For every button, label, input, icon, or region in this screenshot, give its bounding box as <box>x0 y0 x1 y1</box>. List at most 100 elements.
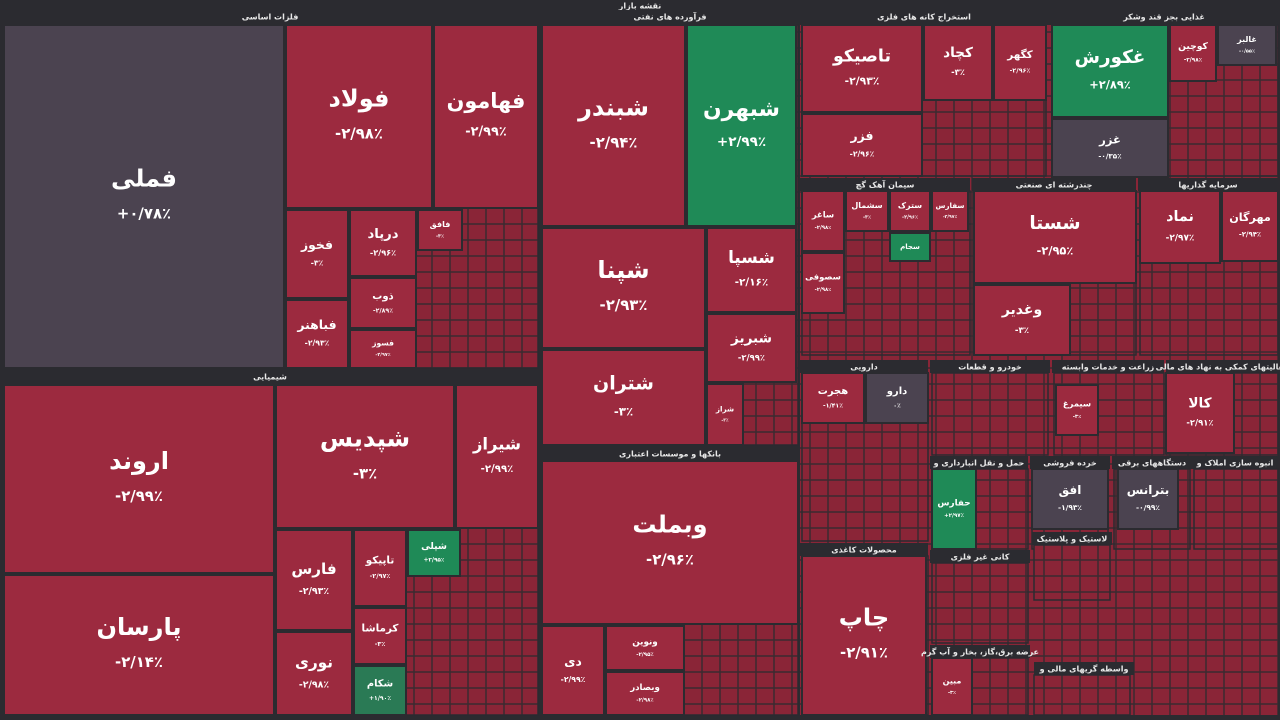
tile <box>541 460 799 625</box>
tile-name: غکورش <box>1075 47 1146 68</box>
tile-name: غزر <box>1098 132 1121 147</box>
tile <box>407 529 461 577</box>
tile-name: بترانس <box>1127 483 1169 497</box>
tile-change: -۳٪ <box>614 404 633 418</box>
sector-header <box>0 370 540 383</box>
tile-name: شیراز <box>472 435 521 454</box>
sector-title: سرمایه گذاریها <box>1178 180 1237 190</box>
tile <box>455 384 539 529</box>
tile-change: -۲/۹۷٪ <box>943 214 958 220</box>
tile-name: چاپ <box>839 604 889 632</box>
tile-change: -۲/۹۳٪ <box>305 338 330 347</box>
sector-title: استخراج کانه های فلزی <box>877 13 971 22</box>
tile-name: ساغر <box>811 210 834 221</box>
tile <box>1221 190 1279 262</box>
tile-name: شستا <box>1029 213 1080 234</box>
tile-change: -۲/۹۹٪ <box>481 464 514 475</box>
sector-header <box>1034 662 1134 675</box>
tile-name: حفارس <box>937 498 970 508</box>
tile-change: -۲/۹۹٪ <box>465 125 507 140</box>
tile-change: -۳٪ <box>436 234 444 240</box>
tile-name: تاپیکو <box>365 555 395 567</box>
tile-name: سترک <box>898 201 922 210</box>
sector-header <box>800 178 970 191</box>
tile-name: سصوفی <box>805 272 841 283</box>
sector-title: واسطه گریهای مالی و <box>1039 664 1129 674</box>
tile <box>1217 24 1277 66</box>
tile-change: -۲/۹۶٪ <box>646 551 694 569</box>
sector-header <box>800 360 928 373</box>
tile-name: مبین <box>943 676 962 685</box>
tile <box>353 665 407 716</box>
tile-name: اروند <box>109 447 169 475</box>
tile-name: شتران <box>593 373 654 395</box>
tile-name: فزر <box>850 128 874 143</box>
tile-name: شبهرن <box>703 97 780 122</box>
tile-change: -۲/۹۳٪ <box>600 296 648 314</box>
tile <box>801 190 845 252</box>
tile-name: کالا <box>1188 395 1211 411</box>
tile <box>1055 384 1099 436</box>
tile <box>349 209 417 277</box>
tile-name: فخوز <box>300 237 333 252</box>
tile <box>1169 24 1217 82</box>
tile-name: کوچین <box>1178 41 1208 52</box>
sector-header <box>1166 360 1278 373</box>
tile <box>1051 24 1169 118</box>
tile-change: -۲/۹۷٪ <box>370 572 391 580</box>
tile-name: شبریز <box>730 330 772 346</box>
sector-body <box>931 372 1049 456</box>
tile-name: غالبر <box>1236 35 1257 44</box>
sector-header <box>1138 178 1278 191</box>
tile <box>3 384 275 574</box>
sector-header <box>542 10 798 23</box>
tile <box>3 574 275 716</box>
tile-name: پارسان <box>97 613 182 641</box>
tile-change: -۲/۹۶٪ <box>1010 66 1031 74</box>
tile-name: کچاد <box>943 45 973 61</box>
tile-change: -۲/۱۴٪ <box>115 653 163 671</box>
tile <box>865 372 929 424</box>
tile-change: +۲/۹۷٪ <box>944 513 964 519</box>
tile-change: -۰/۵۵٪ <box>1239 49 1255 55</box>
tile-change: -۲/۹۵٪ <box>1037 243 1074 257</box>
sector-header <box>800 10 1048 23</box>
sector-body <box>1033 544 1111 601</box>
tile <box>706 313 797 383</box>
sector-header <box>930 456 1028 469</box>
tile <box>433 24 539 209</box>
tile-change: -۲/۹۴٪ <box>590 134 638 152</box>
tile-change: +۰/۷۸٪ <box>117 205 171 223</box>
tile-change: -۳٪ <box>951 67 965 77</box>
tile <box>349 277 417 329</box>
tile <box>275 529 353 631</box>
tile <box>801 252 845 314</box>
tile <box>417 209 463 251</box>
sector-header <box>1052 360 1164 373</box>
tile <box>3 24 285 369</box>
tile-change: -۲/۹۸٪ <box>815 287 832 293</box>
sector-header <box>972 178 1136 191</box>
tile <box>931 468 977 550</box>
tile-name: هجرت <box>818 386 848 397</box>
tile <box>285 299 349 369</box>
sector-title: لاستیک و پلاستیک <box>1037 535 1108 544</box>
tile <box>541 227 706 349</box>
tile-name: نماد <box>1166 209 1194 225</box>
tile-name: کگهر <box>1006 48 1033 61</box>
tile <box>931 657 973 716</box>
sector-title: محصولات کاغذی <box>831 546 897 555</box>
tile-change: -۲/۹۴٪ <box>1239 230 1261 238</box>
tile <box>349 329 417 369</box>
sector-header <box>930 645 1030 658</box>
tile <box>801 555 927 716</box>
tile <box>801 372 865 424</box>
tile-name: دارو <box>886 386 908 397</box>
tile-name: نوری <box>295 653 333 671</box>
tile-name: افق <box>1059 483 1082 497</box>
sector-header <box>1032 532 1112 545</box>
tile <box>605 671 685 716</box>
sector-header <box>930 360 1050 373</box>
sector-header <box>542 447 798 460</box>
tile-change: -۳٪ <box>375 640 386 648</box>
